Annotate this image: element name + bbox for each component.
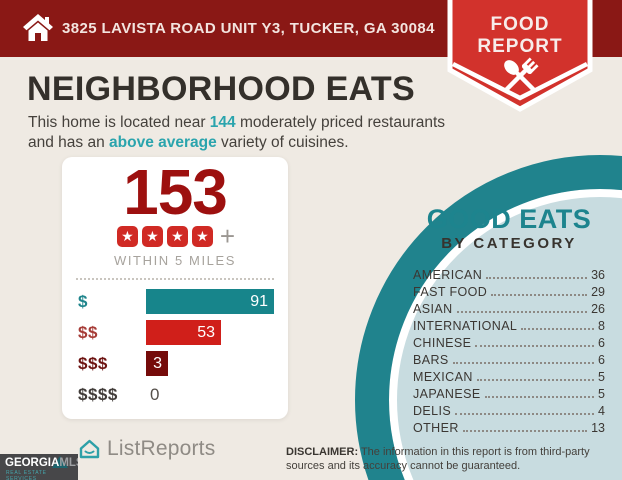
good-eats-panel: GOOD EATS BY CATEGORY AMERICAN 36 FAST FOO… bbox=[413, 205, 605, 435]
intro-text: This home is located near 144 moderately… bbox=[28, 113, 460, 152]
category-value: 4 bbox=[598, 404, 605, 418]
star-icon: ★ bbox=[141, 226, 163, 247]
dotted-leader bbox=[476, 379, 595, 381]
price-bar-row: $$ 53 bbox=[78, 320, 274, 345]
category-value: 6 bbox=[598, 336, 605, 350]
good-eats-title: GOOD EATS bbox=[426, 204, 592, 234]
price-tier-label: $$$ bbox=[78, 353, 108, 373]
category-label: FAST FOOD bbox=[413, 285, 488, 299]
dotted-leader bbox=[491, 294, 588, 296]
bar-zone: 91 bbox=[146, 289, 274, 314]
star-icon: ★ bbox=[191, 226, 213, 247]
category-row: CHINESE 6 bbox=[413, 333, 605, 350]
dotted-leader bbox=[462, 430, 588, 432]
star-icon: ★ bbox=[166, 226, 188, 247]
badge-line2: REPORT bbox=[477, 36, 562, 57]
category-list: AMERICAN 36 FAST FOOD 29 ASIAN 26 INTERNATIONA… bbox=[413, 265, 605, 435]
category-value: 26 bbox=[591, 302, 605, 316]
category-value: 8 bbox=[598, 319, 605, 333]
category-label: AMERICAN bbox=[413, 268, 483, 282]
wm-georgia: GEORGIA bbox=[5, 457, 60, 469]
category-label: DELIS bbox=[413, 404, 452, 418]
bar-fill: 53 bbox=[146, 320, 221, 345]
category-value: 13 bbox=[591, 421, 605, 435]
divider bbox=[76, 278, 274, 280]
listreports-wordmark: ListReports bbox=[107, 437, 216, 460]
price-tier-label: $$$$ bbox=[78, 384, 118, 404]
intro-text-part: variety of cuisines. bbox=[216, 133, 349, 151]
dotted-leader bbox=[455, 413, 595, 415]
price-tier-label: $ bbox=[78, 291, 88, 311]
category-row: MEXICAN 5 bbox=[413, 367, 605, 384]
star-icons: ★ ★ ★ ★ bbox=[115, 226, 215, 247]
category-value: 36 bbox=[591, 268, 605, 282]
category-row: INTERNATIONAL 8 bbox=[413, 316, 605, 333]
price-bar-row: $91 bbox=[78, 289, 274, 314]
crossed-cutlery-icon bbox=[504, 57, 539, 92]
variety-highlight: above average bbox=[109, 133, 217, 151]
home-icon bbox=[23, 14, 53, 41]
category-row: OTHER 13 bbox=[413, 418, 605, 435]
dotted-leader bbox=[452, 362, 595, 364]
price-bar-chart: $91 $$ 53 $$$ 3 $$$$ 0 bbox=[62, 280, 288, 407]
georgia-mls-watermark: GEORGIAMLS REAL ESTATE SERVICES bbox=[0, 454, 78, 480]
bar-zone: 53 bbox=[146, 320, 274, 345]
category-value: 6 bbox=[598, 353, 605, 367]
restaurant-count: 153 bbox=[123, 156, 228, 228]
category-label: OTHER bbox=[413, 421, 459, 435]
category-label: ASIAN bbox=[413, 302, 453, 316]
category-row: ASIAN 26 bbox=[413, 299, 605, 316]
wm-mls: MLS bbox=[59, 457, 78, 469]
good-eats-subtitle: BY CATEGORY bbox=[441, 235, 577, 252]
summary-card: 153 ★ ★ ★ ★ + WITHIN 5 MILES $91 $$ 53 $$$ 3 $$$… bbox=[62, 157, 288, 419]
bar-zero-value: 0 bbox=[150, 385, 160, 404]
intro-text-part: This home is located near bbox=[28, 114, 210, 131]
bar-zone: 0 bbox=[146, 382, 274, 407]
property-address: 3825 LAVISTA ROAD UNIT Y3, TUCKER, GA 30… bbox=[62, 20, 435, 37]
price-tier-label: $$ bbox=[78, 322, 98, 342]
category-row: JAPANESE 5 bbox=[413, 384, 605, 401]
intro-text-part: moderately priced restaurants and has an bbox=[28, 114, 446, 151]
category-row: DELIS 4 bbox=[413, 401, 605, 418]
disclaimer-label: DISCLAIMER: bbox=[286, 446, 359, 458]
category-value: 29 bbox=[591, 285, 605, 299]
category-label: CHINESE bbox=[413, 336, 472, 350]
star-icon: ★ bbox=[116, 226, 138, 247]
bar-fill: 91 bbox=[146, 289, 274, 314]
radius-label: WITHIN 5 MILES bbox=[113, 253, 237, 268]
bar-fill: 3 bbox=[146, 351, 168, 376]
category-row: BARS 6 bbox=[413, 350, 605, 367]
category-value: 5 bbox=[598, 387, 605, 401]
price-bar-row: $$$ 3 bbox=[78, 351, 274, 376]
star-rating: ★ ★ ★ ★ + bbox=[62, 221, 288, 251]
dotted-leader bbox=[484, 396, 595, 398]
category-label: BARS bbox=[413, 353, 449, 367]
dotted-leader bbox=[486, 277, 588, 279]
dotted-leader bbox=[475, 345, 595, 347]
category-label: JAPANESE bbox=[413, 387, 481, 401]
disclaimer: DISCLAIMER: The information in this repo… bbox=[286, 446, 622, 473]
plus-sign: + bbox=[219, 221, 236, 251]
page-title: NEIGHBORHOOD EATS bbox=[27, 70, 415, 108]
category-label: INTERNATIONAL bbox=[413, 319, 518, 333]
listreports-logo: ListReports bbox=[78, 437, 215, 461]
georgia-mls-wordmark: GEORGIAMLS bbox=[0, 454, 78, 469]
category-row: AMERICAN 36 bbox=[413, 265, 605, 282]
disclaimer-text: The information in this report is from t… bbox=[286, 446, 590, 472]
food-report-badge: FOOD REPORT bbox=[447, 0, 593, 112]
dotted-leader bbox=[521, 328, 595, 330]
category-row: FAST FOOD 29 bbox=[413, 282, 605, 299]
wm-tagline: REAL ESTATE SERVICES bbox=[6, 470, 47, 480]
restaurant-count-highlight: 144 bbox=[209, 114, 236, 131]
mountain-icon bbox=[52, 456, 68, 468]
price-bar-row: $$$$ 0 bbox=[78, 382, 274, 407]
dotted-leader bbox=[456, 311, 588, 313]
bar-zone: 3 bbox=[146, 351, 274, 376]
category-label: MEXICAN bbox=[413, 370, 473, 384]
category-value: 5 bbox=[598, 370, 605, 384]
badge-line1: FOOD bbox=[491, 14, 550, 35]
listreports-house-icon bbox=[79, 439, 100, 459]
